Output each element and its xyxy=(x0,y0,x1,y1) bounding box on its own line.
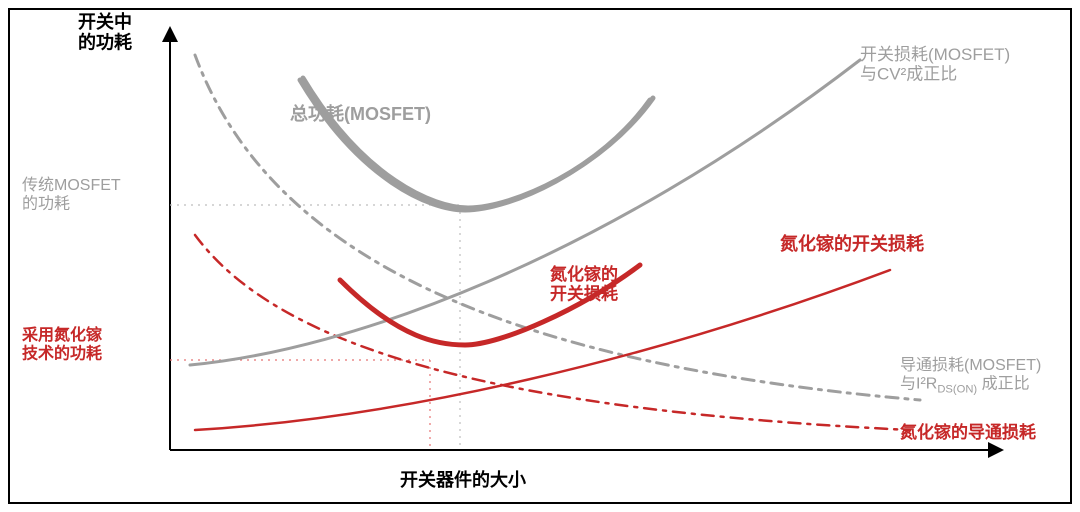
label-mosfet-cond: 导通损耗(MOSFET)与I²RDS(ON) 成正比 xyxy=(900,356,1041,395)
label-mosfet-switch: 开关损耗(MOSFET)与CV²成正比 xyxy=(860,45,1010,84)
y-axis-title: 开关中的功耗 xyxy=(78,11,132,53)
label-gan-switch: 氮化镓的开关损耗 xyxy=(780,233,924,254)
x-axis-title: 开关器件的大小 xyxy=(400,469,526,490)
label-gan-ploss: 采用氮化镓技术的功耗 xyxy=(21,325,103,362)
chart-svg: 开关中的功耗开关器件的大小 总功耗(MOSFET) 开关损耗(MOSFET)与CV²… xyxy=(0,0,1080,512)
label-gan-total: 氮化镓的开关损耗 xyxy=(550,264,618,304)
label-mosfet-ploss: 传统MOSFET的功耗 xyxy=(22,176,121,212)
label-mosfet-total: 总功耗(MOSFET) xyxy=(290,103,431,124)
label-gan-cond: 氮化镓的导通损耗 xyxy=(900,422,1036,442)
